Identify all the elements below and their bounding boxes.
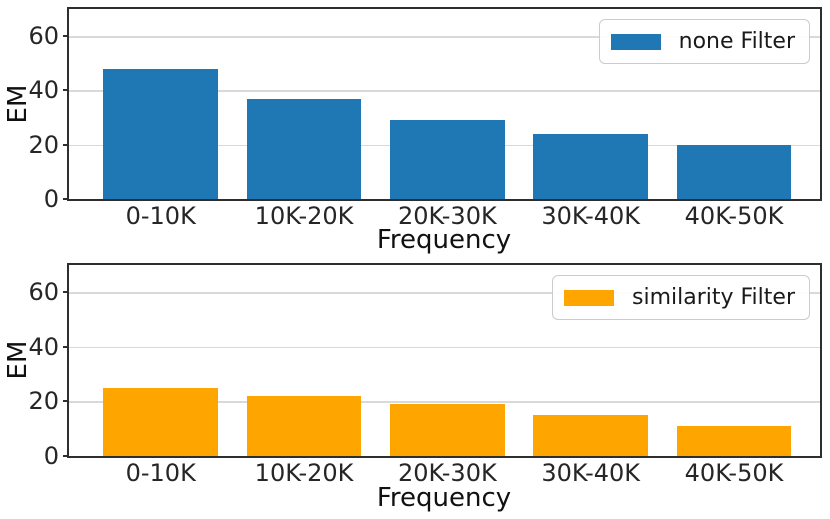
bar <box>390 404 505 456</box>
y-tick-label: 40 <box>28 332 59 361</box>
gridline <box>69 36 820 38</box>
x-tick-label: 0-10K <box>125 202 196 230</box>
y-axis-label: EM <box>3 340 33 380</box>
y-tick-label: 40 <box>28 76 59 105</box>
bar <box>676 144 792 199</box>
legend: similarity Filter <box>552 275 810 320</box>
legend-label: none Filter <box>678 29 795 54</box>
y-tick-label: 60 <box>28 22 59 51</box>
x-tick-label: 30K-40K <box>541 459 641 487</box>
x-tick-label: 40K-50K <box>684 202 784 230</box>
x-axis-label: Frequency <box>376 225 512 255</box>
gridline <box>69 292 820 294</box>
y-tick-mark <box>63 198 69 200</box>
y-axis-label: EM <box>3 84 33 124</box>
bar <box>246 98 362 199</box>
y-tick-label: 60 <box>28 278 59 307</box>
gridline <box>69 346 820 349</box>
bar <box>103 387 219 456</box>
legend: none Filter <box>598 19 810 64</box>
gridline <box>69 144 820 147</box>
bar <box>246 395 362 456</box>
y-tick-mark <box>63 345 69 348</box>
x-tick-label: 0-10K <box>125 459 196 487</box>
plot-area: none Filter 0 20 40 60 0-10K 10K-20K 20K-30K 30… <box>28 7 822 229</box>
y-tick-mark <box>63 89 69 92</box>
x-tick-label: 30K-40K <box>541 202 641 230</box>
x-axis-label: Frequency <box>376 483 512 513</box>
bar <box>533 415 648 456</box>
y-tick-mark <box>63 455 69 457</box>
y-tick-mark <box>63 400 69 403</box>
bar <box>676 426 792 456</box>
x-tick-label: 10K-20K <box>254 459 354 487</box>
y-tick-label: 0 <box>43 185 59 213</box>
bar <box>390 120 505 199</box>
y-tick-mark <box>63 291 69 294</box>
x-tick-label: 20K-30K <box>398 202 497 230</box>
x-tick-label: 10K-20K <box>254 202 354 230</box>
bar <box>103 68 219 199</box>
y-tick-label: 20 <box>28 387 59 416</box>
legend-swatch <box>610 33 661 50</box>
y-tick-mark <box>63 35 69 38</box>
y-tick-label: 20 <box>28 130 59 159</box>
gridline <box>69 401 820 403</box>
x-tick-label: 20K-30K <box>398 459 497 487</box>
plot-area: similarity Filter 0 20 40 60 0-10K 10K-20K 20K… <box>28 263 822 486</box>
bar <box>533 133 648 199</box>
gridline <box>69 90 820 92</box>
legend-label: similarity Filter <box>632 285 795 310</box>
legend-swatch <box>564 289 614 306</box>
x-tick-label: 40K-50K <box>684 459 784 487</box>
y-tick-label: 0 <box>43 442 59 470</box>
y-tick-mark <box>63 143 69 146</box>
